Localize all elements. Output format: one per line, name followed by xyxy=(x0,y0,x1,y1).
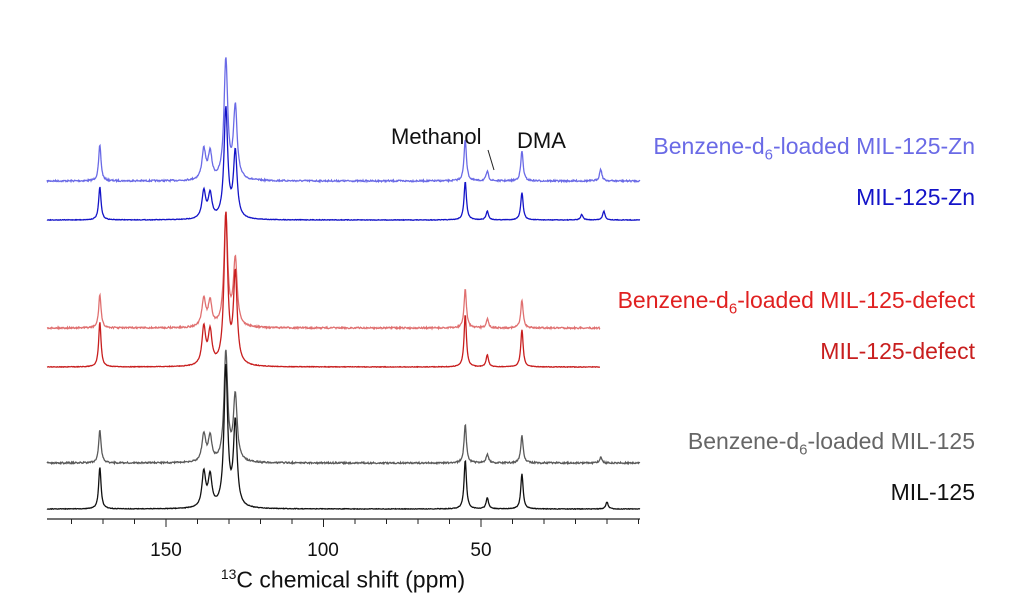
annotation-dma: DMA xyxy=(517,128,566,153)
series-label-mil125defect: MIL-125-defect xyxy=(820,338,975,364)
series-label-bz-mil125zn: Benzene-d6-loaded MIL-125-Zn xyxy=(653,133,975,164)
spectrum-line-1 xyxy=(46,106,641,222)
series-label-mil125zn: MIL-125-Zn xyxy=(856,184,975,210)
x-tick-label-150: 150 xyxy=(150,540,182,561)
series-label-bz-mil125defect: Benzene-d6-loaded MIL-125-defect xyxy=(617,287,975,318)
spectrum-line-4 xyxy=(46,349,641,466)
x-axis-title: 13C chemical shift (ppm) xyxy=(220,566,466,593)
spectrum-line-0 xyxy=(46,57,641,184)
spectrum-line-2 xyxy=(46,211,601,331)
x-tick-label-50: 50 xyxy=(470,540,492,561)
methanol-leader-line xyxy=(487,149,495,171)
series-label-mil125: MIL-125 xyxy=(890,479,975,505)
spectrum-line-3 xyxy=(46,211,601,369)
x-tick-label-100: 100 xyxy=(307,540,339,561)
spectrum-line-5 xyxy=(46,363,641,511)
series-label-bz-mil125: Benzene-d6-loaded MIL-125 xyxy=(687,428,975,459)
annotation-methanol: Methanol xyxy=(391,124,482,149)
